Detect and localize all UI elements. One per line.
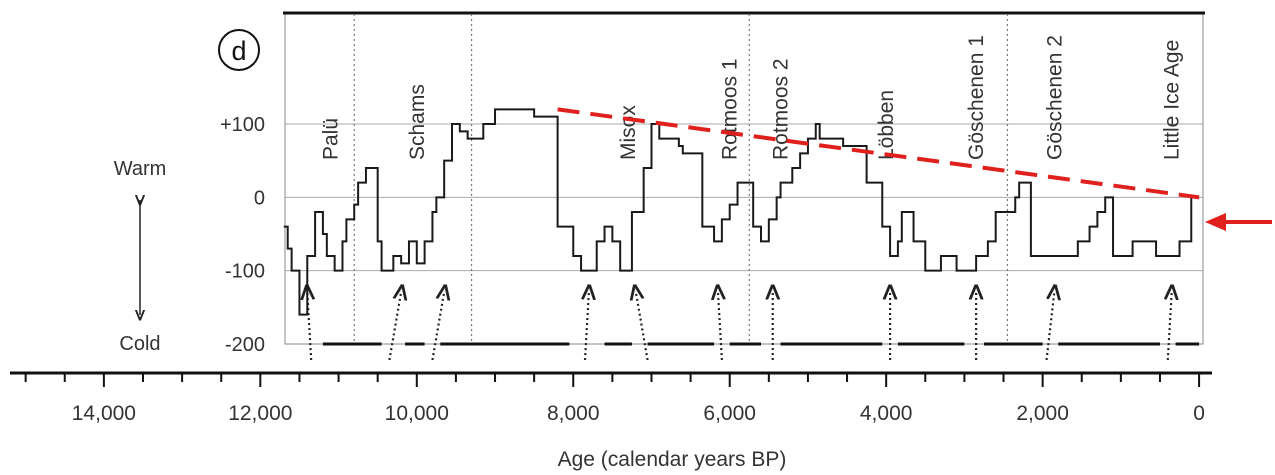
cold-event-arrow <box>585 292 589 361</box>
period-label: Göschenen 2 <box>1043 35 1066 160</box>
x-tick-label: 14,000 <box>72 402 136 425</box>
panel-label-circle <box>218 29 260 71</box>
cold-event-arrow <box>1045 292 1055 361</box>
period-label: Misox <box>617 105 640 160</box>
period-label: Rotmoos 1 <box>719 58 742 160</box>
y-tick-labels: +100 0 -100 -200 <box>220 114 265 356</box>
x-tick-label: 2,000 <box>1016 402 1069 425</box>
cold-event-arrow <box>1168 292 1172 361</box>
x-axis-label: Age (calendar years BP) <box>558 448 787 471</box>
cold-event-arrow <box>431 292 444 361</box>
glacier-series-line <box>283 108 1200 316</box>
period-labels: Palü Schams Misox Rotmoos 1 Rotmoos 2 Löbben G… <box>320 35 1184 160</box>
x-tick-label: 10,000 <box>385 402 449 425</box>
present-arrow <box>1205 213 1272 231</box>
x-tick-label: 0 <box>1193 402 1205 425</box>
period-label: Rotmoos 2 <box>770 58 793 160</box>
period-dividers <box>353 14 1009 344</box>
period-label: Little Ice Age <box>1161 40 1184 160</box>
cold-event-arrow <box>636 292 649 361</box>
cold-event-arrows <box>307 292 1172 361</box>
cold-event-arrow <box>718 292 722 361</box>
cold-label: Cold <box>119 333 160 355</box>
period-label: Löbben <box>875 90 898 160</box>
y-tick-label: -200 <box>225 334 265 356</box>
x-tick-labels: 14,000 12,000 10,000 8,000 6,000 4,000 2,000 0 <box>24 373 1205 425</box>
x-tick-label: 12,000 <box>228 402 292 425</box>
y-tick-label: -100 <box>225 261 265 283</box>
cold-event-arrow <box>388 292 401 361</box>
trend-line <box>557 107 1200 200</box>
x-tick-label: 4,000 <box>860 402 913 425</box>
panel-label: d <box>231 36 246 66</box>
y-tick-label: 0 <box>254 187 265 209</box>
period-label: Göschenen 1 <box>965 35 988 160</box>
x-tick-label: 8,000 <box>547 402 600 425</box>
x-tick-label: 6,000 <box>703 402 756 425</box>
y-tick-label: +100 <box>220 114 265 136</box>
period-label: Schams <box>406 84 429 160</box>
warm-label: Warm <box>114 158 167 180</box>
period-label: Palü <box>320 118 343 160</box>
